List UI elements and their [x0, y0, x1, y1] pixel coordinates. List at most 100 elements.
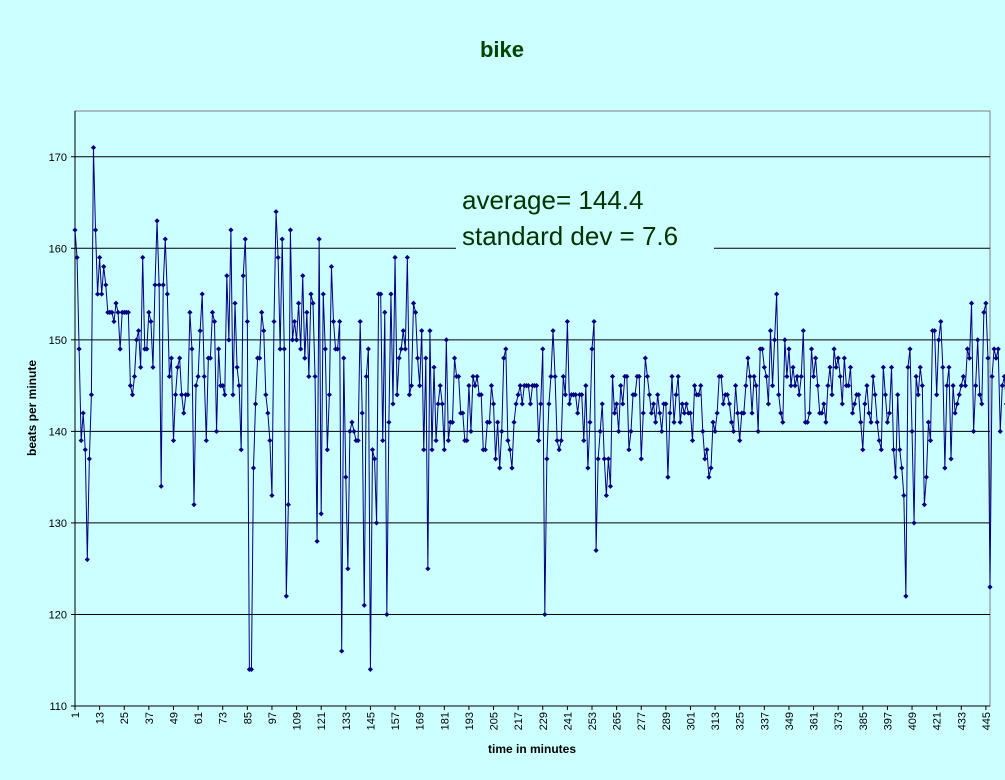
data-point	[771, 337, 778, 343]
data-point	[431, 364, 437, 370]
data-point	[466, 383, 472, 389]
data-point	[410, 300, 417, 306]
y-tick-label: 130	[49, 518, 67, 530]
data-point	[193, 383, 199, 389]
data-point	[417, 383, 423, 389]
data-point	[468, 428, 474, 434]
data-point	[944, 383, 950, 389]
data-point	[558, 437, 564, 444]
data-point	[901, 492, 907, 499]
data-point	[706, 474, 712, 480]
data-point	[696, 392, 702, 398]
data-point	[607, 483, 614, 489]
x-tick-label: 289	[661, 712, 673, 730]
data-point	[747, 373, 753, 380]
data-point	[718, 373, 724, 380]
data-point	[427, 328, 433, 334]
data-point	[851, 401, 858, 407]
data-point	[708, 465, 714, 471]
data-series	[72, 145, 1005, 672]
data-point	[490, 401, 497, 407]
data-point	[90, 145, 97, 151]
data-point	[895, 392, 901, 398]
data-point	[679, 401, 685, 407]
x-tick-label: 445	[981, 712, 993, 730]
data-point	[845, 383, 852, 389]
data-point	[449, 419, 456, 425]
data-point	[238, 447, 244, 453]
data-point	[942, 465, 948, 471]
data-point	[884, 419, 891, 425]
data-point	[445, 437, 451, 444]
data-point	[460, 410, 466, 416]
x-tick-label: 205	[489, 712, 501, 730]
data-point	[82, 447, 88, 453]
y-tick-label: 150	[49, 335, 67, 347]
data-point	[735, 410, 741, 416]
data-point	[778, 410, 784, 416]
data-point	[318, 511, 324, 517]
data-point	[470, 373, 476, 380]
data-point	[330, 318, 337, 325]
data-point	[616, 428, 622, 434]
data-point	[564, 318, 570, 325]
data-point	[536, 437, 542, 444]
data-point	[174, 364, 181, 370]
data-point	[903, 593, 909, 599]
data-point	[985, 355, 991, 361]
data-point	[927, 437, 934, 444]
y-axis-ticks: 110 120 130 140 150 160 170	[49, 111, 76, 713]
x-tick-label: 301	[685, 712, 697, 730]
data-point	[367, 666, 374, 672]
data-point	[888, 364, 895, 370]
data-point	[396, 355, 402, 361]
data-point	[285, 502, 291, 508]
x-tick-label: 133	[341, 712, 353, 730]
data-point	[220, 383, 226, 389]
data-point	[519, 401, 525, 407]
data-point	[593, 547, 599, 553]
data-point	[211, 318, 218, 325]
data-point	[534, 383, 540, 389]
data-point	[472, 383, 478, 389]
data-point	[302, 355, 308, 361]
data-point	[665, 474, 671, 480]
data-point	[915, 392, 921, 398]
data-point	[940, 364, 946, 370]
data-point	[154, 218, 160, 224]
data-point	[644, 373, 650, 380]
data-point	[954, 401, 960, 407]
data-point	[907, 346, 913, 352]
data-point	[357, 318, 363, 325]
data-point	[849, 410, 856, 416]
data-point	[400, 328, 406, 334]
data-point	[638, 456, 644, 462]
data-point	[423, 355, 429, 361]
y-tick-label: 170	[49, 152, 67, 164]
data-point	[505, 437, 511, 444]
data-point	[700, 428, 706, 434]
data-point	[343, 474, 349, 480]
x-tick-label: 181	[439, 712, 451, 730]
data-point	[652, 419, 659, 425]
data-point	[741, 410, 747, 416]
data-point	[433, 437, 439, 444]
data-point	[966, 355, 973, 361]
data-point	[156, 282, 162, 288]
data-point	[562, 392, 568, 398]
data-point	[913, 373, 919, 380]
data-point	[614, 401, 620, 407]
data-point	[597, 428, 603, 434]
data-point	[669, 373, 675, 380]
y-tick-label: 120	[49, 609, 67, 621]
data-point	[589, 346, 595, 352]
y-tick-label: 160	[49, 243, 67, 255]
data-point	[815, 383, 821, 389]
data-point	[406, 392, 413, 398]
data-point	[655, 392, 661, 398]
data-point	[981, 309, 987, 315]
data-point	[97, 254, 103, 261]
data-point	[92, 227, 99, 233]
data-point	[886, 410, 893, 416]
data-point	[275, 254, 281, 261]
